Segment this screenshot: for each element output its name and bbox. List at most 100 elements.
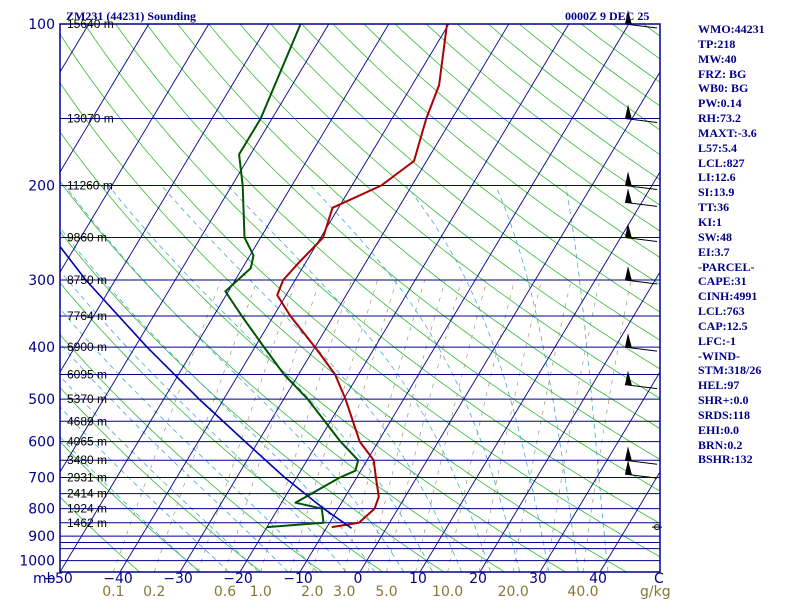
- wind-barb-flag: [625, 446, 632, 462]
- isotherm-line: [239, 24, 570, 572]
- moist-adiabat-line: [64, 185, 405, 572]
- temperature-tick-label: −10: [283, 571, 313, 587]
- mixing-ratio-label: 0.1: [102, 584, 124, 600]
- temperature-tick-label: 0: [354, 571, 363, 587]
- pressure-tick-label: 800: [28, 502, 55, 518]
- mixing-ratio-line: [447, 279, 515, 572]
- mixing-ratio-line: [512, 279, 572, 572]
- isotherm-line: [60, 24, 210, 273]
- pressure-tick-label: 100: [28, 17, 55, 33]
- dry-adiabat-line: [60, 496, 140, 572]
- isotherm-line: [479, 271, 660, 572]
- moist-adiabat-line: [406, 185, 550, 572]
- temperature-unit-label: C: [654, 571, 664, 587]
- mixing-ratio-line: [386, 279, 462, 572]
- mixing-ratio-label: 1.0: [250, 584, 272, 600]
- isotherm-line: [119, 24, 450, 572]
- mixing-ratio-label: 20.0: [498, 584, 529, 600]
- dry-adiabat-line: [301, 24, 660, 313]
- wind-barb-flag: [625, 266, 632, 282]
- parcel-line: [60, 245, 352, 529]
- wind-barb-flag: [625, 223, 632, 239]
- pressure-tick-label: 300: [28, 273, 55, 289]
- chart-title: ZM231 (44231) Sounding: [66, 9, 196, 23]
- sounding-index-item: BSHR:132: [698, 452, 753, 467]
- temperature-line: [276, 24, 448, 529]
- mixing-ratio-label: 0.2: [143, 584, 165, 600]
- temperature-tick-label: −20: [223, 571, 253, 587]
- dry-adiabat-line: [239, 24, 660, 370]
- mixing-ratio-line: [367, 279, 446, 572]
- moist-adiabat-line: [495, 185, 579, 572]
- sounding-index-item: SW:48: [698, 229, 733, 244]
- height-label: 1924 m: [67, 502, 107, 516]
- dry-adiabat-line: [60, 82, 627, 572]
- height-label: 13070 m: [67, 111, 114, 125]
- height-label: 7764 m: [67, 309, 107, 323]
- sounding-index-item: LCL:763: [698, 304, 745, 319]
- moist-adiabat-line: [60, 406, 230, 572]
- height-label: 9860 m: [67, 231, 107, 245]
- mixing-ratio-line: [478, 279, 542, 572]
- pressure-tick-label: 1000: [19, 554, 55, 570]
- temperature-tick-label: −40: [103, 571, 133, 587]
- mixing-ratio-line: [415, 279, 488, 572]
- sounding-index-item: MAXT:-3.6: [698, 125, 757, 140]
- mixing-ratio-line: [343, 279, 426, 572]
- mixing-ratio-label: 3.0: [333, 584, 355, 600]
- dry-adiabat-line: [60, 231, 445, 572]
- temperature-tick-label: 40: [589, 571, 607, 587]
- sounding-index-item: LFC:-1: [698, 333, 736, 348]
- sounding-index-item: STM:318/26: [698, 363, 762, 378]
- temperature-tick-label: 10: [409, 571, 427, 587]
- dry-adiabat-line: [363, 24, 660, 258]
- temperature-tick-label: 30: [529, 571, 547, 587]
- mixing-ratio-label: 2.0: [301, 584, 323, 600]
- sounding-index-item: RH:73.2: [698, 111, 741, 126]
- dry-adiabat-line: [60, 441, 201, 572]
- plot-frame: [59, 23, 661, 573]
- isotherm-line: [419, 171, 660, 572]
- isotherm-line: [179, 24, 510, 572]
- height-label: 3480 m: [67, 453, 107, 467]
- sounding-index-item: LI:12.6: [698, 170, 736, 185]
- wind-barb-flag: [625, 10, 632, 25]
- sounding-index-item: EHI:0.0: [698, 422, 740, 437]
- sounding-indices-panel: WMO:44231 TP:218 MW:40 FRZ: BG WB0: BG PW:0.1…: [698, 22, 798, 467]
- dry-adiabat-line: [332, 24, 660, 285]
- moist-adiabat-line: [310, 185, 521, 572]
- sounding-index-item: KI:1: [698, 214, 722, 229]
- dry-adiabat-line: [146, 24, 660, 460]
- moist-adiabat-line: [60, 270, 347, 572]
- sounding-index-item: -PARCEL-: [698, 259, 755, 274]
- mixing-ratio-label: 40.0: [567, 584, 598, 600]
- dry-adiabat-line: [60, 131, 566, 572]
- height-label: 4689 m: [67, 414, 107, 428]
- sounding-index-item: CAP:12.5: [698, 318, 748, 333]
- mixing-ratio-unit-label: g/kg: [640, 584, 671, 600]
- sounding-index-item: SI:13.9: [698, 185, 735, 200]
- pressure-tick-label: 600: [28, 435, 55, 451]
- sounding-index-item: WB0: BG: [698, 81, 749, 96]
- sounding-index-item: L57:5.4: [698, 140, 737, 155]
- sounding-index-item: CINH:4991: [698, 289, 758, 304]
- isotherm-line: [60, 24, 390, 572]
- isotherm-line: [359, 71, 660, 572]
- chart-datetime: 0000Z 9 DEC 25: [565, 9, 649, 23]
- height-label: 4065 m: [67, 435, 107, 449]
- moist-adiabat-line: [161, 185, 462, 572]
- mixing-ratio-line: [224, 279, 321, 572]
- wind-barb-flag: [625, 104, 632, 120]
- isotherm-line: [539, 371, 660, 572]
- isotherm-line: [0, 24, 29, 572]
- sounding-index-item: -WIND-: [698, 348, 740, 363]
- mixing-ratio-line: [546, 279, 601, 572]
- moist-adiabat-line: [60, 436, 200, 572]
- moist-adiabat-line: [60, 308, 318, 572]
- pressure-tick-label: 200: [28, 179, 55, 195]
- height-label: 5370 m: [67, 392, 107, 406]
- height-label: 2414 m: [67, 487, 107, 501]
- sounding-index-item: FRZ: BG: [698, 66, 747, 81]
